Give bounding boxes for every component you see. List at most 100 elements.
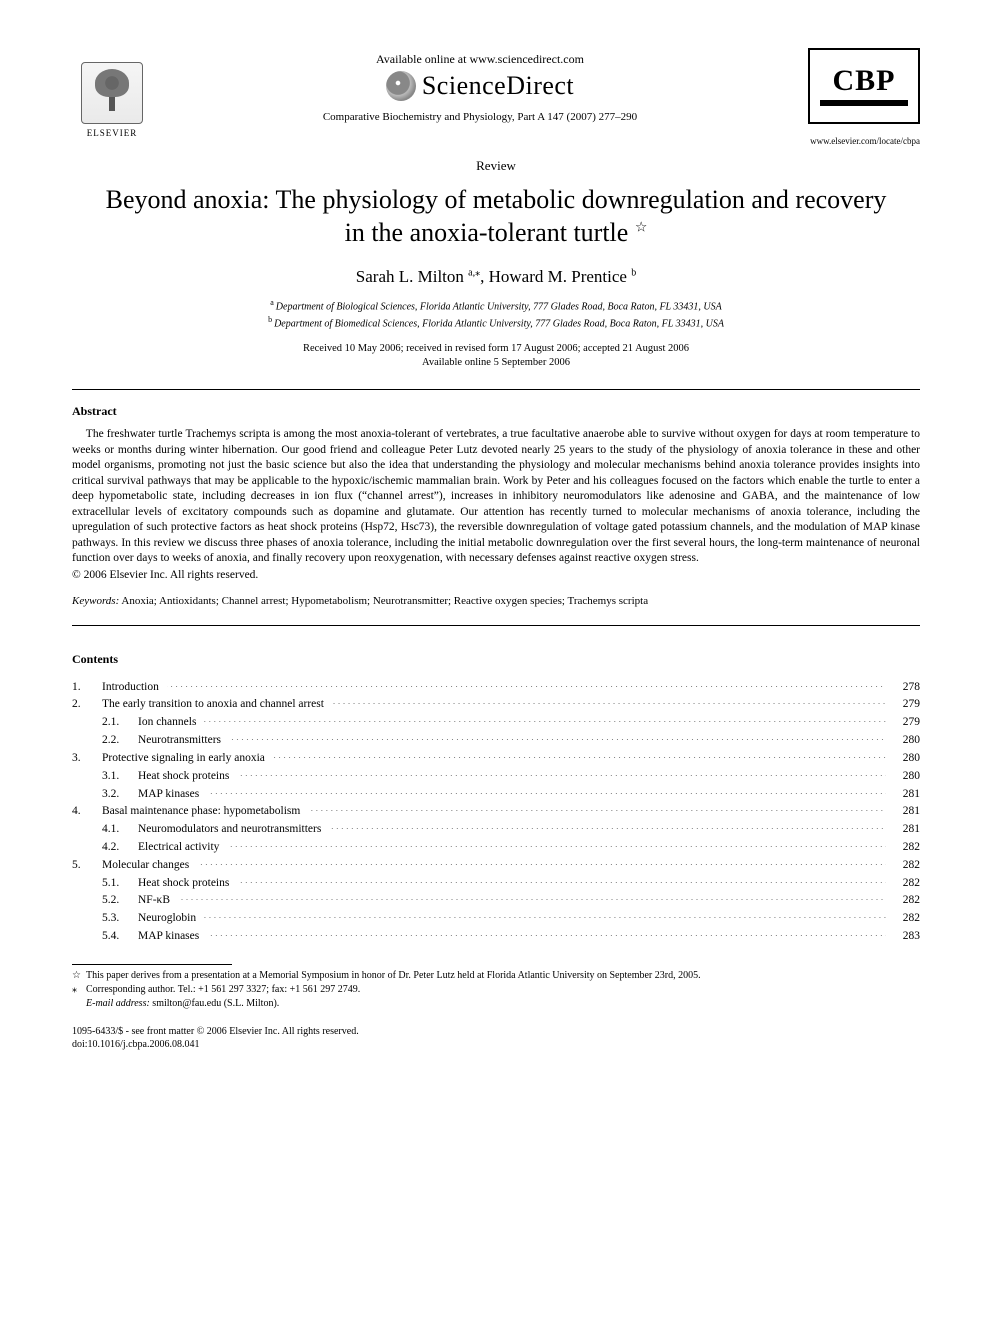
toc-leader-dots <box>332 703 886 704</box>
toc-row[interactable]: 2.2.Neurotransmitters280 <box>72 732 920 750</box>
footnote-corr-text: Corresponding author. Tel.: +1 561 297 3… <box>86 983 360 997</box>
sciencedirect-logo: ScienceDirect <box>152 71 808 101</box>
toc-leader-dots <box>308 810 886 811</box>
toc-page: 283 <box>890 928 920 946</box>
toc-title: Ion channels <box>138 714 200 732</box>
toc-leader-dots <box>229 739 886 740</box>
footnote-star-marker-icon: ☆ <box>72 969 86 983</box>
toc-row[interactable]: 3.2.MAP kinases 281 <box>72 786 920 804</box>
footnote-corr-marker-icon: ⁎ <box>72 983 86 997</box>
toc-number: 3.2. <box>102 786 138 804</box>
contents-label: Contents <box>72 652 920 667</box>
toc-row[interactable]: 5.4.MAP kinases 283 <box>72 928 920 946</box>
email-owner: (S.L. Milton). <box>224 998 280 1009</box>
article-title: Beyond anoxia: The physiology of metabol… <box>72 184 920 249</box>
title-line-2: in the anoxia-tolerant turtle <box>345 218 629 247</box>
toc-page: 280 <box>890 750 920 768</box>
toc-page: 281 <box>890 821 920 839</box>
toc-title: Heat shock proteins <box>138 875 233 893</box>
toc-number: 5.1. <box>102 875 138 893</box>
toc-row[interactable]: 3.1.Heat shock proteins 280 <box>72 768 920 786</box>
toc-leader-dots <box>197 864 886 865</box>
toc-row[interactable]: 5.3.Neuroglobin 282 <box>72 910 920 928</box>
toc-title: MAP kinases <box>138 928 203 946</box>
footnote-star: ☆ This paper derives from a presentation… <box>72 969 920 983</box>
toc-page: 282 <box>890 839 920 857</box>
issn-line: 1095-6433/$ - see front matter © 2006 El… <box>72 1025 920 1039</box>
keywords: Keywords: Anoxia; Antioxidants; Channel … <box>72 595 920 607</box>
elsevier-wordmark: ELSEVIER <box>87 128 138 138</box>
journal-citation: Comparative Biochemistry and Physiology,… <box>152 111 808 123</box>
toc-title: Electrical activity <box>138 839 223 857</box>
toc-number: 3.1. <box>102 768 138 786</box>
toc-title: NF-κB <box>138 892 174 910</box>
toc-row[interactable]: 5.2.NF-κB 282 <box>72 892 920 910</box>
toc-row[interactable]: 4.1.Neuromodulators and neurotransmitter… <box>72 821 920 839</box>
toc-page: 282 <box>890 892 920 910</box>
toc-leader-dots <box>178 899 886 900</box>
dates-online: Available online 5 September 2006 <box>72 356 920 371</box>
toc-row[interactable]: 2.1.Ion channels279 <box>72 714 920 732</box>
toc-page: 280 <box>890 732 920 750</box>
toc-leader-dots <box>204 917 886 918</box>
toc-page: 282 <box>890 857 920 875</box>
toc-leader-dots <box>329 828 886 829</box>
toc-number: 3. <box>72 750 102 768</box>
keywords-list: Anoxia; Antioxidants; Channel arrest; Hy… <box>121 595 648 607</box>
article-type: Review <box>72 158 920 174</box>
abstract-copyright: © 2006 Elsevier Inc. All rights reserved… <box>72 569 920 581</box>
footer-meta: 1095-6433/$ - see front matter © 2006 El… <box>72 1025 920 1052</box>
toc-page: 282 <box>890 910 920 928</box>
toc-row[interactable]: 4.Basal maintenance phase: hypometabolis… <box>72 803 920 821</box>
affiliation-a-text: Department of Biological Sciences, Flori… <box>276 301 722 312</box>
toc-title: Neuroglobin <box>138 910 200 928</box>
elsevier-tree-icon <box>81 62 143 124</box>
toc-number: 5.2. <box>102 892 138 910</box>
toc-number: 4.1. <box>102 821 138 839</box>
toc-page: 278 <box>890 679 920 697</box>
email-address[interactable]: smilton@fau.edu <box>152 998 221 1009</box>
header: ELSEVIER Available online at www.science… <box>72 48 920 146</box>
rule-top <box>72 389 920 390</box>
toc-number: 5.3. <box>102 910 138 928</box>
toc-leader-dots <box>204 721 886 722</box>
affiliation-b: bDepartment of Biomedical Sciences, Flor… <box>72 314 920 331</box>
toc-leader-dots <box>237 775 886 776</box>
toc-number: 5. <box>72 857 102 875</box>
toc-row[interactable]: 5.Molecular changes 282 <box>72 857 920 875</box>
author-2-affil-marker: b <box>631 267 636 278</box>
toc-row[interactable]: 5.1.Heat shock proteins282 <box>72 875 920 893</box>
toc-row[interactable]: 3.Protective signaling in early anoxia28… <box>72 750 920 768</box>
toc-leader-dots <box>207 793 886 794</box>
rule-mid <box>72 625 920 626</box>
dates-received: Received 10 May 2006; received in revise… <box>72 342 920 357</box>
article-dates: Received 10 May 2006; received in revise… <box>72 342 920 371</box>
toc-title: Basal maintenance phase: hypometabolism <box>102 803 304 821</box>
toc-row[interactable]: 1.Introduction278 <box>72 679 920 697</box>
footnotes: ☆ This paper derives from a presentation… <box>72 969 920 1011</box>
affiliation-b-text: Department of Biomedical Sciences, Flori… <box>274 319 724 330</box>
toc-title: The early transition to anoxia and chann… <box>102 696 328 714</box>
toc-page: 280 <box>890 768 920 786</box>
toc-title: Neurotransmitters <box>138 732 225 750</box>
toc-row[interactable]: 2.The early transition to anoxia and cha… <box>72 696 920 714</box>
toc-number: 2.1. <box>102 714 138 732</box>
toc-number: 1. <box>72 679 102 697</box>
toc-leader-dots <box>237 882 886 883</box>
toc-row[interactable]: 4.2.Electrical activity282 <box>72 839 920 857</box>
footnote-corresponding: ⁎ Corresponding author. Tel.: +1 561 297… <box>72 983 920 997</box>
footnote-star-text: This paper derives from a presentation a… <box>86 969 701 983</box>
abstract-label: Abstract <box>72 404 920 419</box>
toc-page: 281 <box>890 803 920 821</box>
toc-page: 281 <box>890 786 920 804</box>
toc-title: Molecular changes <box>102 857 193 875</box>
author-2: Howard M. Prentice <box>489 267 627 286</box>
sciencedirect-wordmark: ScienceDirect <box>422 71 574 101</box>
toc-title: Heat shock proteins <box>138 768 233 786</box>
journal-badge: CBP www.elsevier.com/locate/cbpa <box>808 48 920 146</box>
journal-url: www.elsevier.com/locate/cbpa <box>808 136 920 146</box>
sciencedirect-swirl-icon <box>386 71 416 101</box>
title-line-1: Beyond anoxia: The physiology of metabol… <box>106 185 887 214</box>
toc-number: 5.4. <box>102 928 138 946</box>
toc-title: MAP kinases <box>138 786 203 804</box>
